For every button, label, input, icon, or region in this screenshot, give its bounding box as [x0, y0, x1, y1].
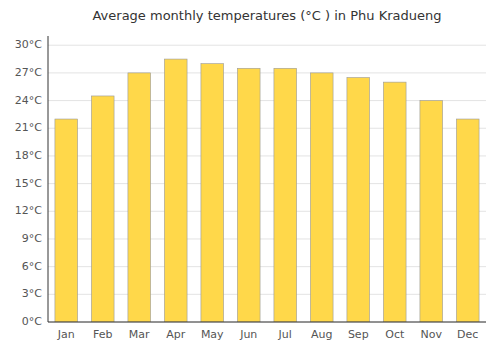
grid-line: [48, 72, 486, 73]
x-tick-label: Dec: [457, 328, 478, 341]
x-axis-line: [48, 322, 486, 323]
grid-line: [48, 45, 486, 46]
x-tick-label: Nov: [421, 328, 443, 341]
chart: 0°C 3°C 6°C 9°C 12°C 15°C 18°C 21°C 24°C 27°C 30°C…: [0, 0, 500, 350]
bar: [347, 78, 370, 322]
bar: [201, 64, 224, 322]
y-tick-label: 21°C: [15, 121, 42, 134]
x-tick-label: May: [201, 328, 224, 341]
y-tick-label: 3°C: [22, 287, 42, 300]
x-tick-label: Oct: [385, 328, 405, 341]
x-tick-label: Jan: [57, 328, 75, 341]
x-tick-label: Jul: [278, 328, 292, 341]
title: Average monthly temperatures (°C ) in Ph…: [92, 8, 441, 23]
bar: [310, 73, 333, 322]
y-tick-label: 15°C: [15, 177, 42, 190]
y-tick-label: 0°C: [22, 315, 42, 328]
y-tick-label: 12°C: [15, 204, 42, 217]
x-tick-label: Apr: [166, 328, 186, 341]
y-axis-line: [48, 36, 49, 322]
bar: [91, 96, 114, 322]
y-tick-label: 24°C: [15, 94, 42, 107]
y-tick-label: 27°C: [15, 66, 42, 79]
bar: [164, 59, 187, 322]
grid: [48, 45, 486, 322]
y-tick-label: 9°C: [22, 232, 42, 245]
x-tick-label: Feb: [93, 328, 112, 341]
x-tick-label: Sep: [348, 328, 369, 341]
bar: [237, 68, 260, 322]
bar: [383, 82, 406, 322]
bar: [456, 119, 479, 322]
x-tick-label: Aug: [311, 328, 332, 341]
chart-container: 0°C 3°C 6°C 9°C 12°C 15°C 18°C 21°C 24°C 27°C 30°C…: [0, 0, 500, 350]
y-tick-label: 18°C: [15, 149, 42, 162]
bar: [55, 119, 78, 322]
y-tick-label: 30°C: [15, 38, 42, 51]
bar: [128, 73, 151, 322]
grid-line: [48, 322, 486, 323]
x-tick-label: Mar: [129, 328, 150, 341]
bar: [274, 68, 297, 322]
bar: [420, 101, 443, 322]
bars: [55, 59, 479, 322]
y-tick-label: 6°C: [22, 260, 42, 273]
x-tick-label: Jun: [239, 328, 257, 341]
